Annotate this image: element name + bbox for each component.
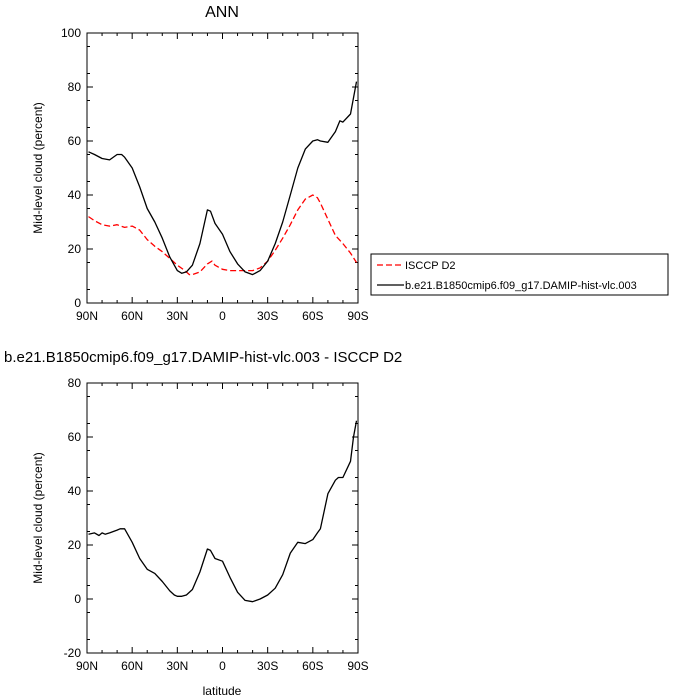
top-x-tick-label: 30N <box>166 309 188 323</box>
bottom-x-tick-label: 90N <box>76 659 98 673</box>
top-y-tick-label: 100 <box>61 26 81 40</box>
legend-label-isccp: ISCCP D2 <box>405 260 456 272</box>
bottom-y-tick-label: 0 <box>74 592 81 606</box>
bottom-axis-ticks: 90N 60N 30N 0 30S 60S 90S -20 0 20 40 60 80 <box>64 376 369 673</box>
bottom-x-tick-label: 30N <box>166 659 188 673</box>
bottom-chart-title: b.e21.B1850cmip6.f09_g17.DAMIP-hist-vlc.… <box>4 349 402 366</box>
bottom-y-tick-label: 80 <box>68 376 82 390</box>
bottom-x-tick-label: 60S <box>302 659 323 673</box>
legend-box <box>370 253 669 296</box>
top-y-tick-label: 60 <box>68 134 82 148</box>
top-x-tick-label: 60S <box>302 309 323 323</box>
top-y-axis-label: Mid-level cloud (percent) <box>31 102 45 233</box>
bottom-y-tick-label: 60 <box>68 430 82 444</box>
bottom-x-axis-label: latitude <box>203 684 242 698</box>
bottom-y-tick-label: 20 <box>68 538 82 552</box>
bottom-x-tick-label: 30S <box>257 659 278 673</box>
bottom-x-tick-label: 0 <box>219 659 226 673</box>
top-x-tick-label: 60N <box>121 309 143 323</box>
bottom-y-axis-label: Mid-level cloud (percent) <box>31 452 45 583</box>
bottom-y-tick-label: 40 <box>68 484 82 498</box>
top-series-line-0 <box>88 194 358 276</box>
top-axis-ticks: 90N 60N 30N 0 30S 60S 90S 0 20 40 60 80 100 <box>61 26 369 323</box>
top-x-tick-label: 30S <box>257 309 278 323</box>
legend: ISCCP D2 b.e21.B1850cmip6.f09_g17.DAMIP-… <box>370 253 669 296</box>
bottom-panel: b.e21.B1850cmip6.f09_g17.DAMIP-hist-vlc.… <box>4 349 402 698</box>
top-x-tick-label: 90S <box>347 309 368 323</box>
bottom-plot-frame <box>86 382 359 654</box>
top-x-tick-label: 0 <box>219 309 226 323</box>
top-series-line-1 <box>88 81 358 276</box>
top-plot-frame <box>86 32 359 304</box>
top-y-tick-label: 40 <box>68 188 82 202</box>
top-chart-title: ANN <box>205 4 239 21</box>
legend-label-model: b.e21.B1850cmip6.f09_g17.DAMIP-hist-vlc.… <box>405 280 637 292</box>
top-panel: ANN 90N 60N 30N 0 30S 60S 90S 0 20 40 60 80 100 Mid-… <box>31 4 369 323</box>
bottom-series-group <box>88 420 358 603</box>
bottom-x-tick-label: 90S <box>347 659 368 673</box>
bottom-y-tick-label: -20 <box>64 646 82 660</box>
top-series-group <box>88 81 358 276</box>
top-y-tick-label: 80 <box>68 80 82 94</box>
bottom-x-tick-label: 60N <box>121 659 143 673</box>
top-x-tick-label: 90N <box>76 309 98 323</box>
bottom-series-line-0 <box>88 420 358 603</box>
top-y-tick-label: 20 <box>68 242 82 256</box>
top-y-tick-label: 0 <box>74 296 81 310</box>
